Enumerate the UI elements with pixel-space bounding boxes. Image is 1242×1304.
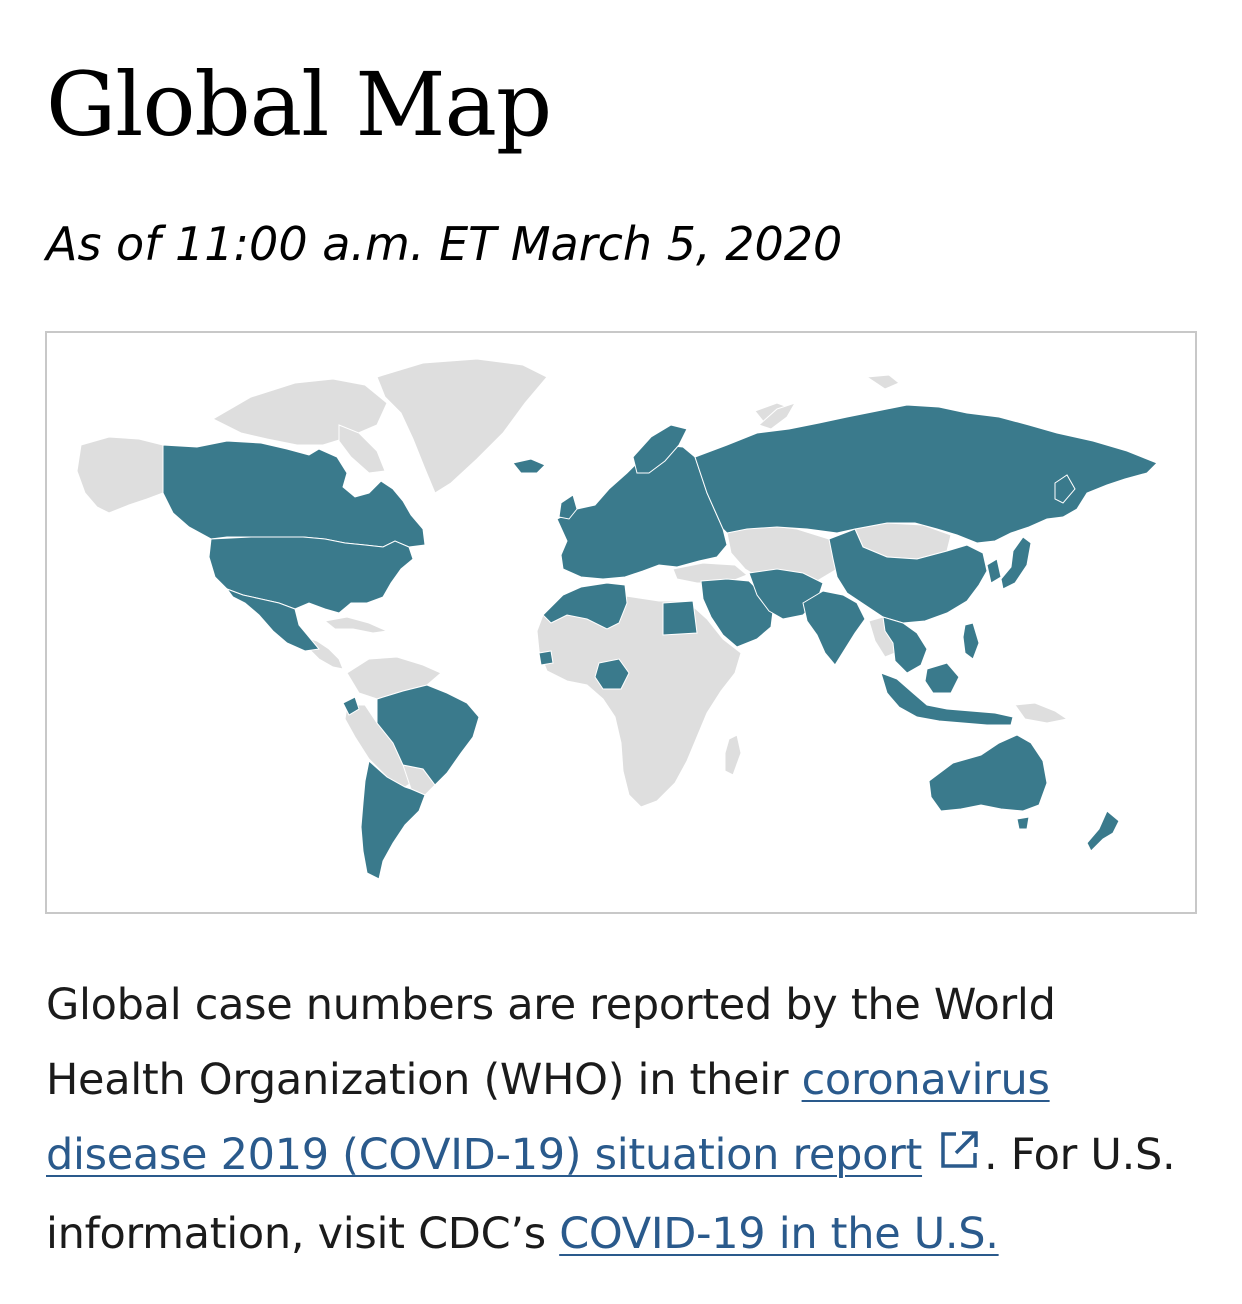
affected-regions (162, 404, 1158, 880)
external-link-icon[interactable] (936, 1122, 982, 1197)
region-south-america-north (346, 656, 442, 700)
region-borneo (924, 662, 960, 694)
covid-us-link[interactable]: COVID-19 in the U.S. (559, 1209, 999, 1259)
as-of-timestamp: As of 11:00 a.m. ET March 5, 2020 (46, 217, 843, 271)
region-brazil (376, 684, 480, 786)
region-tasmania (1016, 816, 1030, 830)
region-mexico (225, 587, 320, 652)
region-uk (558, 494, 578, 520)
region-europe (556, 444, 728, 580)
unaffected-regions (76, 358, 1069, 808)
region-middle-east (700, 578, 774, 648)
region-new-zealand (1086, 810, 1120, 852)
region-turkey (672, 562, 748, 584)
region-indonesia (880, 672, 1014, 726)
region-senegal (538, 650, 554, 666)
region-japan (1000, 536, 1032, 590)
region-madagascar (724, 734, 742, 776)
region-caribbean (323, 616, 389, 634)
region-africa (536, 594, 742, 808)
page-title: Global Map (46, 53, 552, 156)
region-baffin-island (338, 424, 386, 474)
region-philippines (962, 622, 980, 660)
region-scandinavia (632, 424, 688, 474)
region-greenland (376, 358, 548, 494)
region-nigeria (594, 658, 630, 690)
region-usa (208, 536, 414, 614)
region-korea (986, 558, 1002, 584)
region-china (828, 528, 988, 624)
region-alaska (76, 436, 164, 514)
region-papua (1014, 702, 1069, 724)
region-canada (162, 440, 426, 548)
description-paragraph: Global case numbers are reported by the … (46, 968, 1206, 1272)
region-egypt (662, 600, 698, 636)
region-sakhalin (1054, 474, 1076, 504)
region-north-islands (865, 374, 900, 390)
region-india (802, 590, 866, 666)
description-text-2: . For U.S. information, visit CDC’s (46, 1130, 1176, 1259)
region-southeast-asia (882, 616, 928, 674)
global-map (45, 331, 1197, 914)
region-novaya-zemlya (758, 402, 797, 430)
region-australia (928, 734, 1048, 812)
region-iceland (512, 458, 546, 474)
region-ecuador (342, 696, 360, 716)
description-text-1: Global case numbers are reported by the … (46, 980, 1056, 1105)
who-situation-report-link[interactable]: coronavirus disease 2019 (COVID-19) situ… (46, 1055, 1050, 1180)
world-map-svg (76, 358, 1158, 880)
region-russia (694, 404, 1158, 544)
region-morocco-algeria (542, 582, 628, 630)
region-argentina-chile (360, 760, 426, 880)
